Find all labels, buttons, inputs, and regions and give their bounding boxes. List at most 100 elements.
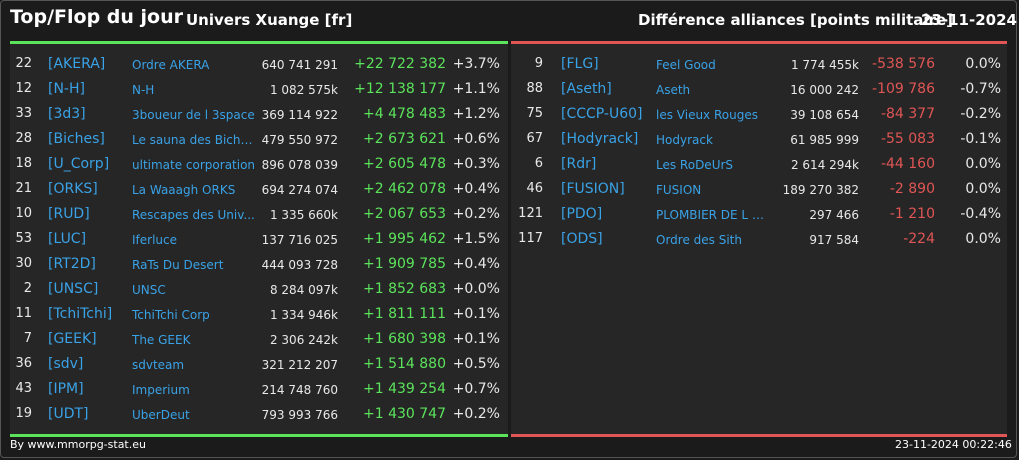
alliance-points: 189 270 382 [782,183,859,197]
alliance-rank: 6 [534,156,543,171]
alliance-row: 6 [Rdr] Les RoDeUrS 2 614 294k -44 160 0.0% [511,150,1007,175]
alliance-row: 21 [ORKS] La Waaagh ORKS 694 274 074 +2 462 … [10,175,508,200]
alliance-tag-link[interactable]: [N-H] [48,81,85,97]
alliance-rank: 88 [526,81,543,96]
alliance-points: 694 274 074 [261,183,338,197]
alliance-diff-percent: +0.6% [452,131,500,147]
alliance-tag-link[interactable]: [ODS] [561,231,603,247]
alliance-row: 88 [Aseth] Aseth 16 000 242 -109 786 -0.7% [511,75,1007,100]
alliance-tag-link[interactable]: [AKERA] [48,56,106,72]
alliance-diff-percent: +1.1% [452,81,500,97]
alliance-diff-percent: +0.3% [452,156,500,172]
alliance-tag-link[interactable]: [Aseth] [561,81,612,97]
alliance-row: 36 [sdv] sdvteam 321 212 207 +1 514 880 +0.5% [10,350,508,375]
header-date: 23-11-2024 [921,11,1017,29]
alliance-name-link[interactable]: Ordre des Sith [656,233,742,247]
alliance-tag-link[interactable]: [sdv] [48,356,84,372]
alliance-tag-link[interactable]: [ORKS] [48,181,98,197]
alliance-tag-link[interactable]: [FUSION] [561,181,625,197]
alliance-points: 2 614 294k [790,158,859,172]
alliance-row: 67 [Hodyrack] Hodyrack 61 985 999 -55 083 -0.… [511,125,1007,150]
alliance-name-link[interactable]: Hodyrack [656,133,713,147]
alliance-diff: -84 377 [880,106,935,122]
alliance-diff: +1 514 880 [363,356,446,372]
alliance-tag-link[interactable]: [IPM] [48,381,84,397]
alliance-diff: +2 673 621 [363,131,446,147]
alliance-diff: +1 995 462 [363,231,446,247]
alliance-points: 640 741 291 [261,58,338,72]
alliance-rank: 75 [526,106,543,121]
alliance-tag-link[interactable]: [Rdr] [561,156,597,172]
alliance-tag-link[interactable]: [3d3] [48,106,86,122]
alliance-diff-percent: +0.2% [452,406,500,422]
alliance-diff: +1 852 683 [363,281,446,297]
alliance-tag-link[interactable]: [Hodyrack] [561,131,639,147]
alliance-name-link[interactable]: Les RoDeUrS [656,158,734,172]
alliance-row: 28 [Biches] Le sauna des Biche... 479 550 9… [10,125,508,150]
alliance-tag-link[interactable]: [Biches] [48,131,105,147]
flop-panel: 9 [FLG] Feel Good 1 774 455k -538 576 0.0% 88 [… [511,41,1007,437]
universe-label: Univers Xuange [fr] [186,11,353,29]
alliance-diff-percent: 0.0% [965,156,1001,172]
alliance-diff-percent: +0.4% [452,181,500,197]
alliance-tag-link[interactable]: [PDO] [561,206,603,222]
alliance-points: 896 078 039 [261,158,338,172]
alliance-tag-link[interactable]: [TchiTchi] [48,306,113,322]
alliance-tag-link[interactable]: [CCCP-U60] [561,106,643,122]
alliance-diff-percent: -0.2% [960,106,1001,122]
alliance-points: 297 466 [809,208,859,222]
alliance-diff-percent: +0.2% [452,206,500,222]
alliance-points: 2 306 242k [269,333,338,347]
alliance-tag-link[interactable]: [RUD] [48,206,90,222]
alliance-tag-link[interactable]: [FLG] [561,56,599,72]
alliance-tag-link[interactable]: [RT2D] [48,256,96,272]
alliance-diff-percent: 0.0% [965,231,1001,247]
alliance-tag-link[interactable]: [LUC] [48,231,87,247]
alliance-points: 16 000 242 [790,83,859,97]
alliance-points: 479 550 972 [261,133,338,147]
alliance-row: 117 [ODS] Ordre des Sith 917 584 -224 0.0% [511,225,1007,250]
alliance-row: 2 [UNSC] UNSC 8 284 097k +1 852 683 +0.0% [10,275,508,300]
alliance-name-link[interactable]: Feel Good [656,58,716,72]
alliance-row: 22 [AKERA] Ordre AKERA 640 741 291 +22 722 3… [10,50,508,75]
alliance-points: 369 114 922 [261,108,338,122]
alliance-diff: +12 138 177 [354,81,446,97]
alliance-points: 1 082 575k [269,83,338,97]
alliance-points: 321 212 207 [261,358,338,372]
alliance-name-link[interactable]: PLOMBIER DE L O... [656,208,772,222]
alliance-tag-link[interactable]: [GEEK] [48,331,97,347]
alliance-rank: 18 [15,156,32,171]
alliance-points: 793 993 766 [261,408,338,422]
alliance-row: 10 [RUD] Rescapes des Univ... 1 335 660k +2 … [10,200,508,225]
alliance-tag-link[interactable]: [UNSC] [48,281,99,297]
alliance-diff: -55 083 [880,131,935,147]
alliance-points: 214 748 760 [261,383,338,397]
alliance-diff-percent: +3.7% [452,56,500,72]
alliance-name-link[interactable]: FUSION [656,183,702,197]
alliance-name-link[interactable]: les Vieux Rouges [656,108,758,122]
alliance-diff-percent: +0.0% [452,281,500,297]
page-title: Top/Flop du jour [10,6,183,28]
alliance-name-link[interactable]: Aseth [656,83,691,97]
alliance-diff: +2 067 653 [363,206,446,222]
alliance-diff-percent: -0.1% [960,131,1001,147]
alliance-diff: +22 722 382 [354,56,446,72]
alliance-rank: 2 [23,281,32,296]
alliance-rank: 43 [15,381,32,396]
alliance-points: 39 108 654 [790,108,859,122]
alliance-row: 121 [PDO] PLOMBIER DE L O... 297 466 -1 210 -… [511,200,1007,225]
alliance-row: 19 [UDT] UberDeut 793 993 766 +1 430 747 +0.2… [10,400,508,425]
alliance-rank: 46 [526,181,543,196]
source-credit: By www.mmorpg-stat.eu [10,438,146,451]
alliance-diff-percent: -0.4% [960,206,1001,222]
alliance-tag-link[interactable]: [U_Corp] [48,156,110,172]
alliance-row: 18 [U_Corp] ultimate corporation 896 078 03… [10,150,508,175]
alliance-diff: +2 605 478 [363,156,446,172]
alliance-diff: +1 680 398 [363,331,446,347]
alliance-points: 1 774 455k [790,58,859,72]
alliance-points: 61 985 999 [790,133,859,147]
alliance-rank: 21 [15,181,32,196]
alliance-tag-link[interactable]: [UDT] [48,406,89,422]
alliance-diff: +1 909 785 [363,256,446,272]
